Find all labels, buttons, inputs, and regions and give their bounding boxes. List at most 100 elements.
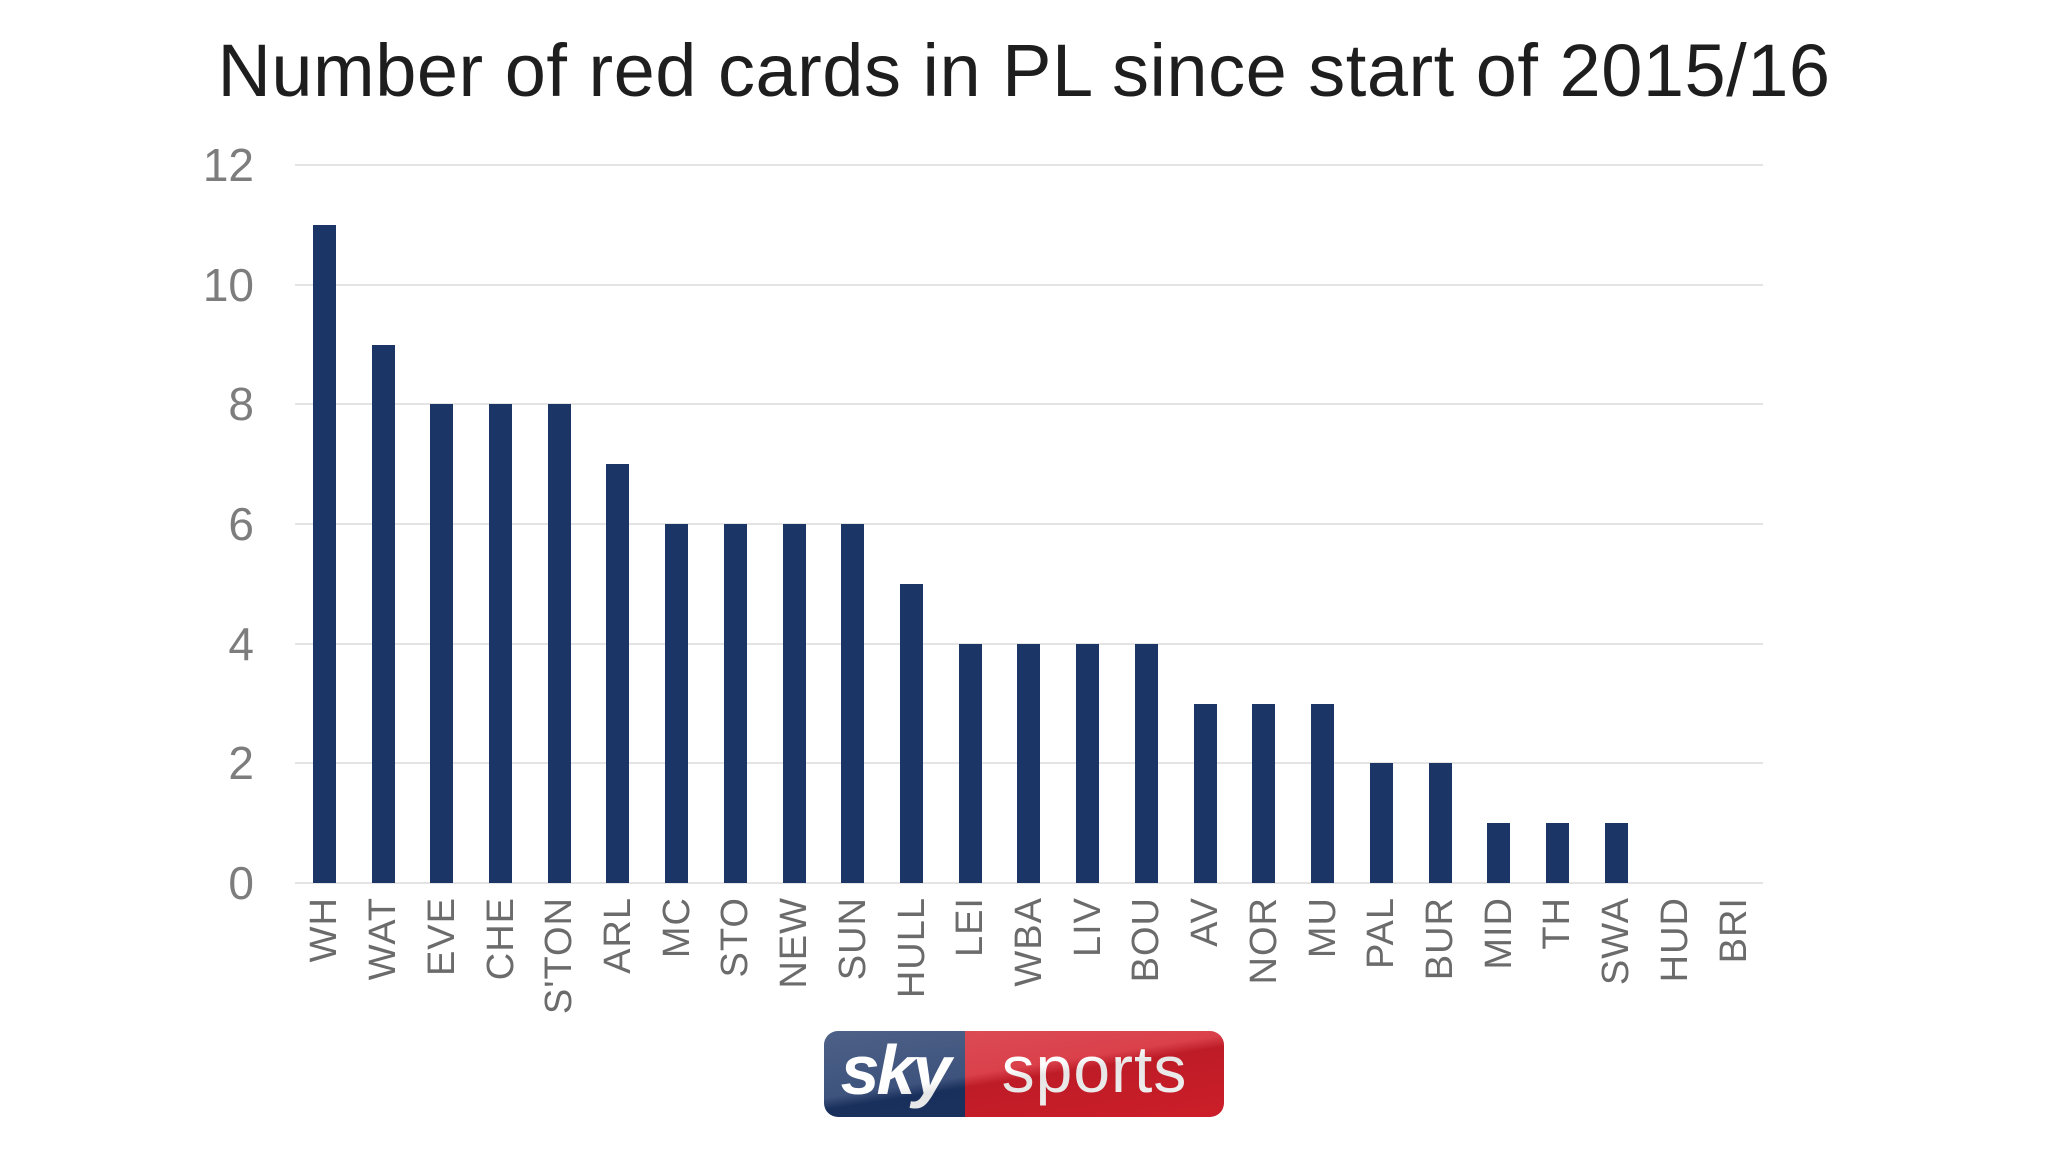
- bar-slot: [1176, 165, 1235, 883]
- x-tick-label: SUN: [831, 897, 874, 981]
- gridline: [295, 403, 1763, 406]
- x-tick-label: MC: [655, 897, 698, 959]
- bar: [900, 583, 924, 883]
- x-tick-label: WH: [303, 897, 346, 963]
- x-tick-slot: HULL: [882, 897, 941, 1037]
- x-tick-slot: STO: [706, 897, 765, 1037]
- x-tick-label: NOR: [1242, 897, 1285, 985]
- x-tick-label: LIV: [1066, 897, 1109, 958]
- x-tick-slot: SWA: [1587, 897, 1646, 1037]
- bar-slot: [1704, 165, 1763, 883]
- bar: [430, 404, 454, 883]
- bar-slot: [765, 165, 824, 883]
- bar: [1252, 703, 1276, 883]
- y-axis: 0 2 4 6 8 10 12: [0, 142, 272, 906]
- bar: [1604, 823, 1628, 883]
- x-tick-slot: TH: [1528, 897, 1587, 1037]
- bar: [1193, 703, 1217, 883]
- x-tick-label: PAL: [1360, 897, 1403, 970]
- sports-wordmark: sports: [1002, 1031, 1188, 1107]
- x-tick-slot: BRI: [1704, 897, 1763, 1037]
- y-tick-label: 10: [202, 258, 254, 311]
- bar-slot: [530, 165, 589, 883]
- bar-slot: [1000, 165, 1059, 883]
- bar: [723, 524, 747, 883]
- bar-slot: [882, 165, 941, 883]
- bar-slot: [1469, 165, 1528, 883]
- x-tick-label: HUD: [1653, 897, 1696, 983]
- gridline: [295, 523, 1763, 525]
- y-tick-label: 8: [228, 378, 254, 431]
- sky-panel: sky: [824, 1031, 965, 1117]
- x-tick-slot: WAT: [354, 897, 413, 1037]
- bar-slot: [412, 165, 471, 883]
- bar-slot: [295, 165, 354, 883]
- bar-slot: [354, 165, 413, 883]
- y-tick-label: 6: [228, 498, 254, 550]
- x-tick-slot: WBA: [1000, 897, 1059, 1037]
- bar: [665, 524, 689, 883]
- y-tick-label: 0: [228, 857, 254, 909]
- x-tick-label: BUR: [1419, 897, 1462, 981]
- x-tick-label: AV: [1184, 897, 1227, 947]
- bar: [1487, 823, 1511, 883]
- bar: [841, 524, 865, 883]
- x-tick-slot: CHE: [471, 897, 530, 1037]
- x-tick-slot: BOU: [1117, 897, 1176, 1037]
- bar-slot: [647, 165, 706, 883]
- x-tick-slot: ARL: [589, 897, 648, 1037]
- bar-slot: [1411, 165, 1470, 883]
- sky-wordmark: sky: [841, 1031, 952, 1110]
- x-tick-slot: NEW: [765, 897, 824, 1037]
- x-tick-label: S'TON: [538, 897, 581, 1015]
- x-tick-slot: LIV: [1058, 897, 1117, 1037]
- x-tick-slot: MC: [647, 897, 706, 1037]
- bar-slot: [823, 165, 882, 883]
- x-tick-slot: HUD: [1646, 897, 1705, 1037]
- bar: [1545, 823, 1569, 883]
- bars-row: [295, 165, 1763, 883]
- logo-gloss-overlay: [824, 1031, 1224, 1117]
- bar-slot: [1117, 165, 1176, 883]
- x-tick-label: STO: [714, 897, 757, 978]
- bar-slot: [941, 165, 1000, 883]
- gridline: [295, 283, 1763, 286]
- x-tick-slot: WH: [295, 897, 354, 1037]
- bar-slot: [1646, 165, 1705, 883]
- bar: [1076, 643, 1100, 883]
- bar: [1369, 763, 1393, 883]
- x-tick-label: WAT: [362, 897, 405, 981]
- bar-slot: [1352, 165, 1411, 883]
- bar: [1134, 643, 1158, 883]
- bar-slot: [1235, 165, 1294, 883]
- x-tick-label: ARL: [596, 897, 639, 974]
- bar: [958, 643, 982, 883]
- bar-slot: [471, 165, 530, 883]
- x-tick-label: CHE: [479, 897, 522, 981]
- x-tick-slot: LEI: [941, 897, 1000, 1037]
- bar: [1311, 703, 1335, 883]
- x-tick-label: EVE: [420, 897, 463, 977]
- x-tick-slot: PAL: [1352, 897, 1411, 1037]
- gridline: [295, 882, 1763, 884]
- sports-panel: sports: [965, 1031, 1224, 1117]
- x-tick-label: HULL: [890, 897, 933, 999]
- bar: [1017, 643, 1041, 883]
- bar: [606, 464, 630, 883]
- bar: [312, 224, 336, 883]
- bar-slot: [589, 165, 648, 883]
- bar-slot: [1058, 165, 1117, 883]
- x-tick-slot: AV: [1176, 897, 1235, 1037]
- bar: [782, 524, 806, 883]
- x-tick-slot: S'TON: [530, 897, 589, 1037]
- x-tick-label: MU: [1301, 897, 1344, 959]
- x-tick-slot: MU: [1293, 897, 1352, 1037]
- bar-slot: [1528, 165, 1587, 883]
- x-tick-slot: NOR: [1235, 897, 1294, 1037]
- x-tick-label: SWA: [1595, 897, 1638, 986]
- bar: [371, 344, 395, 883]
- x-tick-label: NEW: [773, 897, 816, 989]
- x-tick-slot: SUN: [823, 897, 882, 1037]
- bar-slot: [1293, 165, 1352, 883]
